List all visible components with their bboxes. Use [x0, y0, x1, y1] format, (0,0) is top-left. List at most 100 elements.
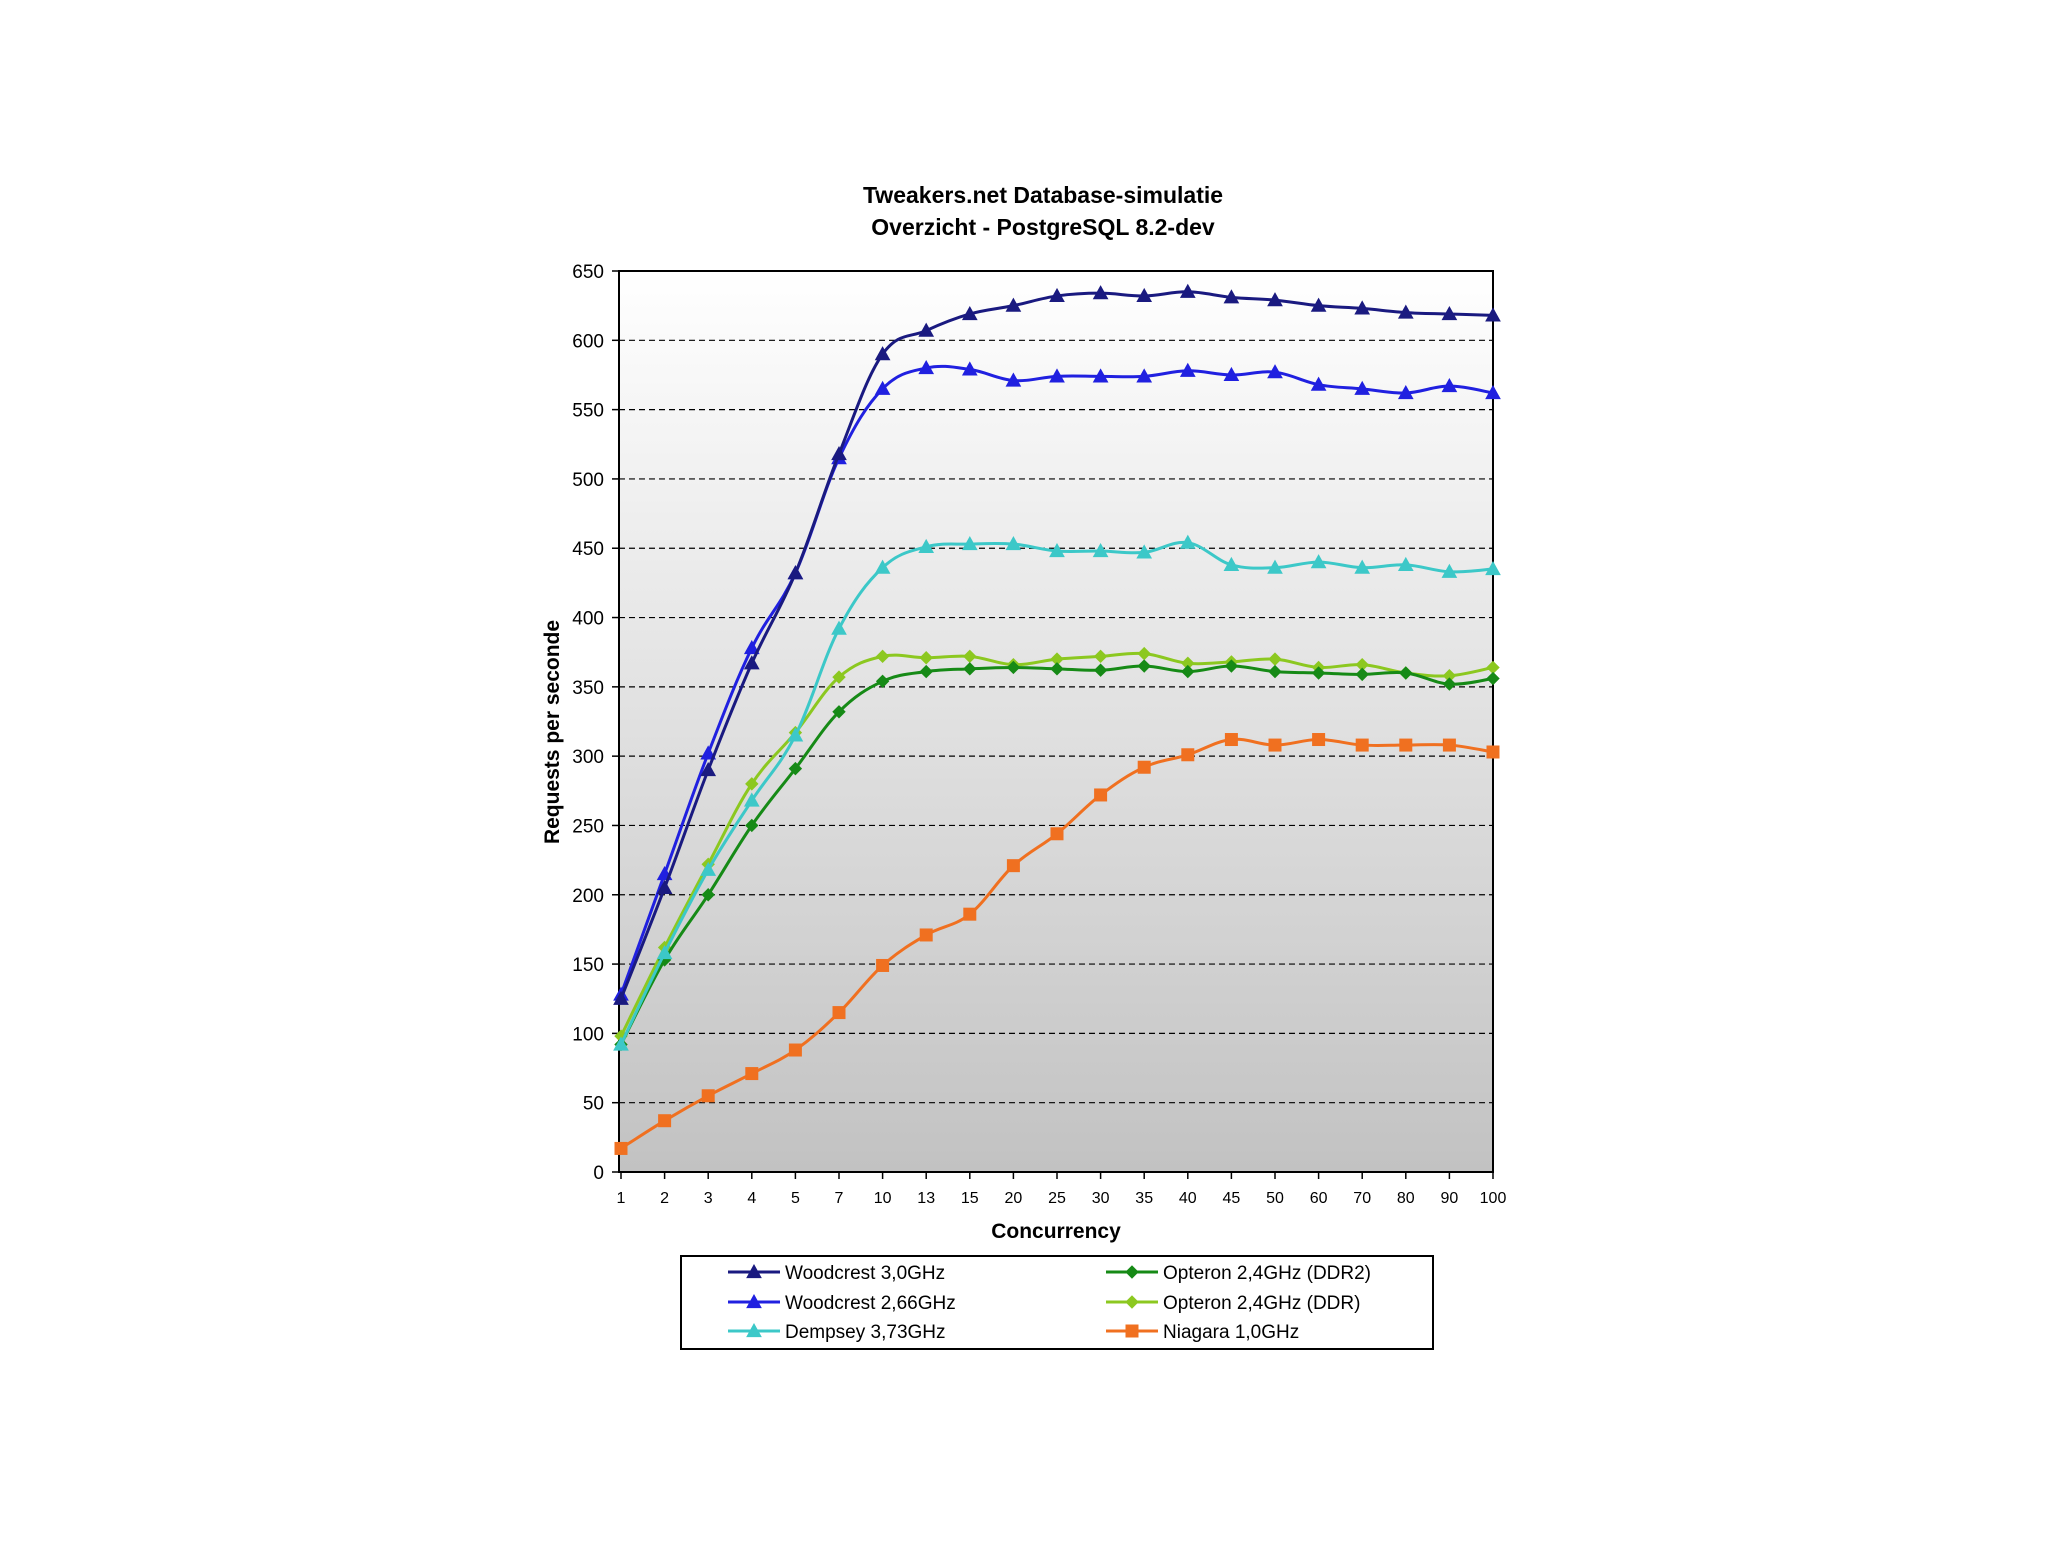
- data-point: [1050, 662, 1064, 676]
- x-axis-ticks: 1 2 3 4 5 7 10 13 15 20 25 30 35 40 45 50 60 70 80 90 100: [617, 1172, 1507, 1207]
- data-point: [1441, 305, 1458, 321]
- x-tick-label: 7: [835, 1190, 844, 1207]
- x-tick-label: 2: [660, 1190, 669, 1207]
- data-point: [1006, 660, 1021, 675]
- data-point: [743, 792, 760, 807]
- legend-item: Woodcrest 2,66GHz: [728, 1293, 956, 1314]
- data-point: [1355, 738, 1369, 752]
- data-point: [745, 777, 759, 791]
- data-point: [1354, 300, 1371, 315]
- data-point: [831, 620, 847, 635]
- x-tick-label: 70: [1353, 1190, 1371, 1207]
- data-point: [1050, 827, 1064, 841]
- data-point: [1486, 671, 1500, 686]
- legend-label: Opteron 2,4GHz (DDR2): [1163, 1263, 1371, 1284]
- data-point: [1092, 368, 1109, 383]
- data-point: [1005, 372, 1022, 387]
- legend-label: Niagara 1,0GHz: [1163, 1322, 1299, 1343]
- x-tick-label: 80: [1397, 1190, 1415, 1207]
- data-point: [1049, 287, 1065, 303]
- data-point: [1093, 649, 1108, 664]
- grid-lines: [619, 339, 1493, 1104]
- data-point: [1397, 384, 1414, 400]
- y-tick-label: 450: [572, 539, 604, 560]
- x-tick-label: 90: [1441, 1190, 1459, 1207]
- legend-marker: [1125, 1265, 1139, 1279]
- data-point: [1442, 677, 1457, 691]
- y-tick-label: 650: [572, 262, 604, 283]
- plot-area: [618, 270, 1494, 1173]
- data-point: [1006, 859, 1020, 873]
- data-point: [1354, 559, 1371, 574]
- data-point: [1312, 733, 1326, 747]
- data-point: [1268, 664, 1282, 679]
- legend-marker: [746, 1263, 762, 1279]
- data-point: [1399, 666, 1413, 680]
- legend-item: Woodcrest 3,0GHz: [728, 1263, 945, 1284]
- data-point: [656, 879, 673, 894]
- chart-title: Tweakers.net Database-simulatie: [863, 182, 1223, 208]
- data-point: [1485, 560, 1501, 576]
- data-point: [1049, 368, 1065, 383]
- legend-box: [680, 1255, 1434, 1350]
- x-tick-label: 40: [1179, 1190, 1197, 1207]
- data-point: [1136, 368, 1153, 383]
- data-point: [1267, 559, 1283, 574]
- data-point: [961, 536, 978, 551]
- legend: Woodcrest 3,0GHz Woodcrest 2,66GHz Dempsey…: [680, 1255, 1434, 1350]
- y-tick-label: 600: [572, 331, 604, 352]
- data-point: [787, 565, 804, 580]
- data-point: [919, 928, 933, 942]
- x-tick-label: 4: [747, 1190, 756, 1207]
- y-axis-ticks: 0 50 100 150 200 250 300 350 400 450 500 550 600 650: [572, 262, 619, 1184]
- data-point: [963, 907, 977, 921]
- data-point: [1136, 544, 1153, 559]
- x-axis-label: Concurrency: [991, 1220, 1121, 1243]
- data-point: [1267, 364, 1283, 379]
- data-point: [1092, 542, 1109, 558]
- y-tick-label: 400: [572, 609, 604, 630]
- data-point: [745, 818, 759, 833]
- y-tick-label: 200: [572, 886, 604, 907]
- data-point: [875, 674, 890, 689]
- data-point: [613, 1036, 629, 1051]
- data-point: [1397, 304, 1414, 319]
- data-point: [1179, 283, 1196, 298]
- data-point: [832, 705, 846, 719]
- data-point: [656, 944, 673, 960]
- data-point: [1137, 659, 1151, 673]
- data-point: [1399, 738, 1413, 752]
- legend-item: Dempsey 3,73GHz: [728, 1322, 946, 1343]
- data-point: [1224, 659, 1239, 673]
- series-4: [614, 646, 1500, 1043]
- x-tick-label: 30: [1092, 1190, 1110, 1207]
- x-tick-label: 45: [1223, 1190, 1241, 1207]
- data-point: [874, 346, 891, 361]
- x-tick-label: 13: [917, 1190, 935, 1207]
- data-point: [1485, 307, 1501, 322]
- data-point: [1267, 292, 1283, 307]
- x-tick-label: 35: [1135, 1190, 1153, 1207]
- x-tick-label: 1: [617, 1190, 626, 1207]
- x-tick-label: 100: [1480, 1190, 1507, 1207]
- data-point: [1397, 556, 1414, 571]
- data-point: [1268, 738, 1282, 752]
- x-tick-label: 10: [874, 1190, 892, 1207]
- data-point: [918, 360, 935, 375]
- data-point: [743, 640, 760, 655]
- data-point: [1093, 663, 1108, 677]
- legend-label: Woodcrest 2,66GHz: [785, 1293, 956, 1314]
- legend-item: Niagara 1,0GHz: [1106, 1322, 1299, 1343]
- data-point: [1441, 563, 1458, 578]
- x-tick-label: 50: [1266, 1190, 1284, 1207]
- data-point: [1355, 667, 1369, 682]
- y-tick-label: 100: [572, 1024, 604, 1045]
- data-point: [700, 861, 717, 876]
- data-point: [876, 958, 890, 972]
- series-5: [614, 733, 1500, 1155]
- legend-item: Opteron 2,4GHz (DDR2): [1106, 1263, 1371, 1284]
- legend-label: Opteron 2,4GHz (DDR): [1163, 1293, 1360, 1314]
- x-tick-label: 25: [1048, 1190, 1066, 1207]
- x-tick-label: 3: [704, 1190, 713, 1207]
